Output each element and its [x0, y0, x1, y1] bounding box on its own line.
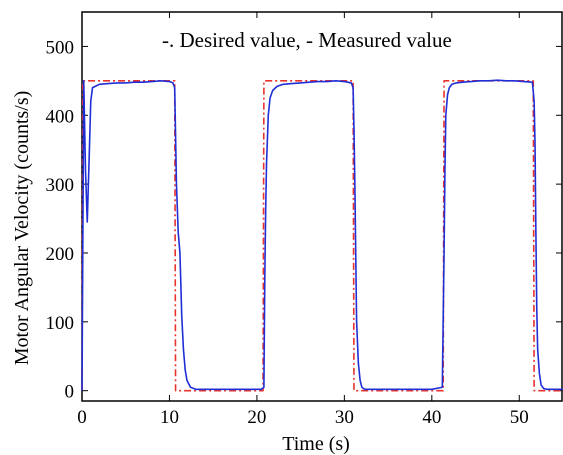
series-line-desired-value — [81, 80, 563, 392]
y-tick-label: 100 — [46, 313, 75, 334]
y-tick-label: 400 — [46, 106, 75, 127]
y-tick-label: 500 — [46, 37, 75, 58]
legend-text: -. Desired value, - Measured value — [162, 28, 452, 52]
x-tick-label: 10 — [160, 407, 179, 428]
y-axis-label: Motor Angular Velocity (counts/s) — [11, 91, 33, 366]
y-axis-label-group: Motor Angular Velocity (counts/s) — [11, 91, 33, 366]
x-tick-label: 20 — [247, 407, 266, 428]
x-tick-label: 40 — [422, 407, 441, 428]
x-tick-label: 50 — [510, 407, 529, 428]
series-line-measured-value — [81, 79, 563, 391]
axes-box — [81, 11, 563, 402]
x-tick-label: 30 — [335, 407, 354, 428]
y-tick-label: 0 — [65, 382, 75, 403]
x-axis-label: Time (s) — [282, 433, 350, 455]
x-tick-label: 0 — [77, 407, 87, 428]
y-tick-label: 300 — [46, 175, 75, 196]
y-tick-label: 200 — [46, 244, 75, 265]
